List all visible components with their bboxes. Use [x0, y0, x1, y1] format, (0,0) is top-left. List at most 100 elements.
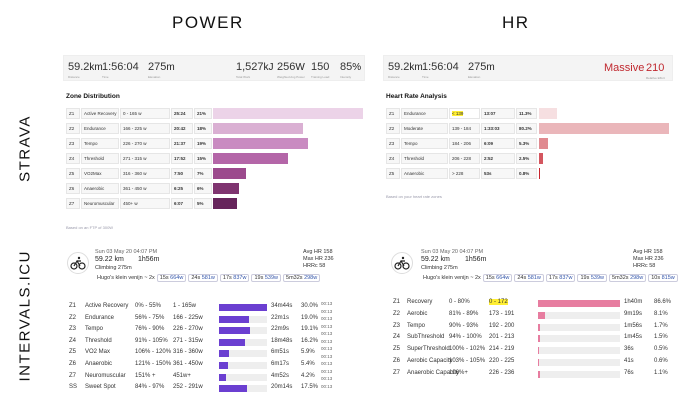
zone-cell: 166 - 225w: [173, 314, 203, 321]
zone-bar: [213, 138, 308, 149]
chip-duration: 24s: [191, 275, 202, 281]
chip-power: 664w: [496, 275, 510, 281]
interval-chip[interactable]: 15s 664w: [482, 274, 513, 282]
zone-cell: 226 - 270w: [173, 326, 203, 333]
zone-cell: 103% - 105%: [449, 358, 486, 364]
zone-cell: 271 - 315w: [173, 337, 203, 344]
zone-row: Z1 Active Recovery 0 - 165 w 25:24 21%: [66, 108, 366, 120]
zone-cell: Tempo: [81, 138, 119, 149]
zone-bar-fill: [219, 385, 247, 393]
zone-cell: Sweet Spot: [85, 384, 116, 391]
stat-unit: %: [352, 62, 362, 73]
zone-time: 9m19s: [624, 310, 643, 317]
interval-chip[interactable]: 24s 581w: [188, 274, 218, 282]
zone-cell: 0 - 165 w: [120, 108, 170, 119]
stat-unit: m: [166, 62, 175, 73]
interval-chip[interactable]: 19s 539w: [251, 274, 282, 282]
zone-cell: 6:09: [481, 138, 515, 149]
bike-icon: [67, 252, 89, 274]
interval-chip[interactable]: 5m32s 298w: [609, 274, 647, 282]
zone-cell: 220 - 225: [489, 358, 515, 364]
highlight: < 139: [452, 111, 464, 116]
zone-cell: Z3: [386, 138, 400, 149]
zone-cell: 19%: [194, 138, 212, 149]
activity-distance: 59.22 km: [95, 256, 124, 263]
chip-power: 298w: [304, 275, 318, 281]
activity-distance: 59.22 km: [421, 256, 450, 263]
avg-hr: Avg HR 158: [633, 249, 663, 255]
zone-share: 8.1%: [654, 310, 668, 317]
zone-cell: 13:07: [481, 108, 515, 119]
chip-duration: 10s: [651, 275, 662, 281]
zone-bar-track: [538, 359, 620, 366]
side-time: 00:13: [321, 323, 333, 329]
zone-bar: [213, 123, 303, 134]
power-header: POWER: [172, 13, 244, 32]
zone-share: 0.6%: [654, 358, 668, 364]
zone-time: 36s: [624, 346, 634, 353]
zone-bar-fill: [219, 315, 250, 323]
interval-chip[interactable]: 15s 664w: [156, 274, 187, 282]
activity-time: 1h56m: [138, 256, 160, 263]
zone-cell: 316 - 360w: [173, 349, 203, 356]
zone-row: Z7 Neuromuscular 450+ w 6:07 5%: [66, 198, 366, 210]
chip-duration: 24s: [517, 275, 528, 281]
hr-header: HR: [502, 13, 530, 32]
max-hr: Max HR 236: [633, 256, 664, 262]
zone-bar: [539, 138, 549, 149]
interval-summary: Hugo's klein venijn ~ 2x 15s 664w 24s 581w…: [423, 274, 678, 282]
stat-label: Total Work: [236, 75, 251, 79]
zone-cell: Threshold: [81, 153, 119, 164]
chip-duration: 15s: [485, 275, 497, 281]
side-time: 00:13: [321, 301, 333, 306]
chip-power: 664w: [170, 275, 184, 281]
chip-duration: 5m32s: [612, 275, 631, 281]
zone-bar-track: [219, 362, 267, 369]
interval-chip[interactable]: 17s 837w: [545, 274, 576, 282]
zone-time: 76s: [624, 369, 634, 376]
zone-bar: [213, 108, 363, 119]
zone-cell: Anaerobic: [85, 361, 113, 367]
chip-power: 837w: [559, 275, 573, 281]
zone-time: 41s: [624, 358, 634, 364]
zone-bar-fill: [538, 300, 620, 307]
zone-cell: Z3: [69, 326, 77, 333]
zone-cell: Tempo: [85, 326, 104, 333]
zone-bar-fill: [538, 359, 539, 366]
zone-share: 19.0%: [301, 314, 319, 321]
zone-time: 1m56s: [624, 322, 643, 329]
zone-bar-track: [219, 327, 267, 335]
activity-climbing: Climbing 275m: [95, 265, 132, 271]
zone-cell: Z6: [66, 183, 80, 194]
hrrc: HRRc 58: [633, 263, 656, 269]
zone-cell: 166 - 225 w: [120, 123, 170, 134]
interval-chip[interactable]: 17s 837w: [219, 274, 250, 282]
interval-chip[interactable]: 24s 581w: [514, 274, 544, 282]
interval-chip[interactable]: 10s 815w: [648, 274, 678, 282]
stat-unit: m: [486, 62, 495, 73]
zone-cell: 1:33:03: [481, 123, 515, 134]
zone-cell: 1 - 165w: [173, 303, 197, 309]
stat-item: 150 Training Load: [311, 62, 329, 79]
zone-bar: [539, 108, 558, 119]
ftp-footer: Based on an FTP of 300W: [66, 225, 114, 230]
zone-bar-track: [538, 347, 620, 355]
zone-cell: 17:52: [171, 153, 193, 164]
zone-cell: 0 - 172: [489, 299, 508, 305]
zone-cell: > 228: [449, 168, 480, 179]
zone-cell: 81% - 89%: [449, 310, 479, 317]
chip-duration: 17s: [222, 275, 234, 281]
interval-chip[interactable]: 19s 539w: [577, 274, 608, 282]
zone-bar: [539, 123, 669, 134]
zone-cell: Neuromuscular: [85, 372, 126, 379]
interval-chip[interactable]: 5m32s 298w: [283, 274, 321, 282]
zone-cell: 56% - 75%: [135, 314, 165, 321]
zone-cell: 106% - 120%: [135, 349, 172, 356]
zone-bar: [539, 168, 541, 179]
zone-bar-track: [538, 370, 620, 378]
zone-share: 1.7%: [654, 322, 668, 329]
zone-cell: Z4: [393, 334, 401, 341]
zone-share: 16.2%: [301, 337, 319, 344]
zone-row: Z3 Tempo 184 - 206 6:09 5.3%: [386, 138, 686, 150]
zone-cell: 5.3%: [516, 138, 537, 149]
